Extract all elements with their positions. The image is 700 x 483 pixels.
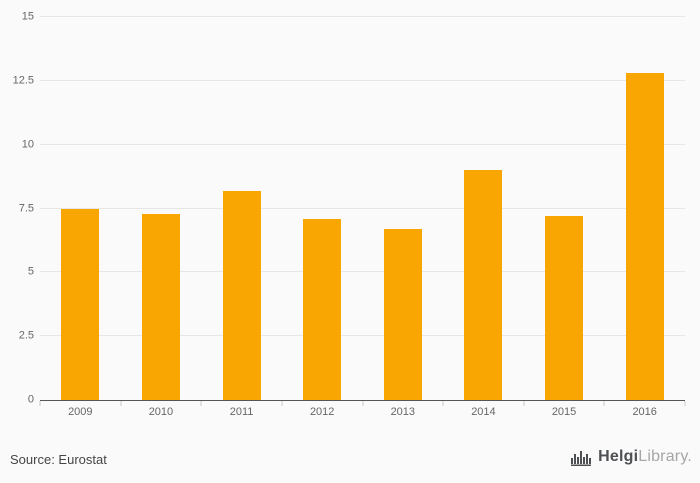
bar-2012 — [303, 218, 342, 400]
x-tick-label: 2014 — [471, 406, 496, 418]
y-tick-label: 10 — [21, 138, 34, 151]
bar-2015 — [545, 216, 584, 400]
x-tick-mark — [684, 401, 686, 406]
bar-2009 — [61, 208, 100, 400]
x-tick-mark — [523, 401, 525, 406]
x-tick-label: 2012 — [309, 406, 335, 418]
gridline — [40, 271, 685, 273]
helgi-logo: HelgiLibrary. — [571, 447, 692, 467]
brand-primary: Helgi — [598, 448, 639, 465]
x-tick-mark — [39, 401, 41, 406]
x-tick-mark — [362, 401, 363, 406]
x-tick-mark — [200, 401, 202, 406]
x-tick-mark — [603, 401, 605, 406]
x-tick-mark — [442, 401, 444, 406]
bar-2016 — [625, 73, 664, 400]
y-axis: 0 2.5 5 7.5 10 12.5 15 — [0, 11, 34, 405]
gridline — [40, 16, 685, 17]
bar-2014 — [464, 170, 503, 400]
x-tick-label: 2013 — [390, 406, 416, 418]
y-tick-label: 7.5 — [18, 202, 34, 214]
x-tick-mark — [120, 401, 122, 406]
y-tick-label: 0 — [27, 393, 34, 406]
bridge-icon — [571, 449, 593, 466]
plot-area — [40, 16, 685, 401]
y-tick-label: 15 — [21, 10, 34, 23]
x-tick-mark — [281, 401, 283, 406]
brand-text: HelgiLibrary. — [598, 447, 692, 467]
x-tick-label: 2010 — [148, 406, 174, 418]
gridline — [40, 79, 685, 81]
y-tick-label: 5 — [27, 265, 34, 278]
y-tick-label: 12.5 — [12, 74, 34, 87]
x-tick-label: 2016 — [632, 406, 657, 418]
x-tick-label: 2009 — [68, 406, 93, 418]
gridline — [40, 335, 685, 337]
bar-2013 — [383, 228, 422, 400]
bar-2011 — [222, 190, 261, 400]
gridline — [40, 143, 685, 145]
gridline — [40, 207, 685, 209]
x-tick-label: 2011 — [229, 406, 254, 418]
bar-2010 — [141, 213, 180, 400]
y-tick-label: 2.5 — [18, 329, 34, 342]
brand-secondary: Library. — [638, 448, 692, 465]
x-axis: 2009 2010 2011 2012 2013 2014 2015 2016 — [39, 401, 686, 421]
x-tick-label: 2015 — [551, 406, 577, 418]
source-text: Source: Eurostat — [10, 452, 107, 467]
